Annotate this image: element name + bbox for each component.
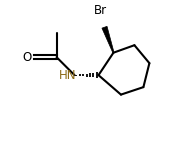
Text: O: O	[22, 51, 31, 64]
Text: Br: Br	[93, 4, 107, 17]
Polygon shape	[102, 26, 114, 53]
Text: HN: HN	[58, 69, 76, 82]
